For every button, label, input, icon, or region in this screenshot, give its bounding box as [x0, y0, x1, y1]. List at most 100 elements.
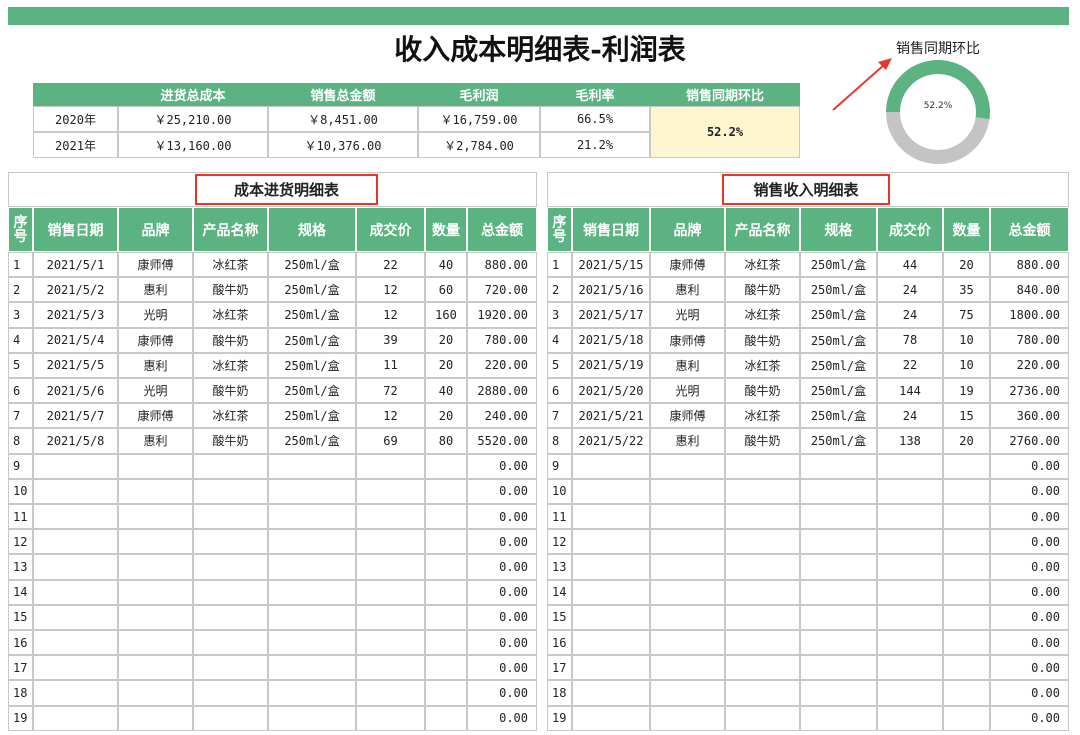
table-cell — [356, 504, 425, 530]
column-header: 数量 — [943, 207, 990, 252]
summary-header: 毛利率 — [540, 83, 650, 106]
table-cell — [33, 529, 118, 555]
table-cell — [800, 579, 877, 605]
table-cell — [800, 529, 877, 555]
table-cell — [193, 680, 268, 706]
table-cell — [193, 705, 268, 731]
table-cell — [268, 630, 356, 656]
table-cell: 220.00 — [467, 352, 537, 378]
table-cell: 3 — [8, 302, 33, 328]
table-cell: 2021/5/3 — [33, 302, 118, 328]
table-cell — [268, 604, 356, 630]
table-cell: 2021/5/19 — [572, 352, 650, 378]
table-cell: 250ml/盒 — [800, 327, 877, 353]
table-cell — [193, 478, 268, 504]
table-cell: 冰红茶 — [193, 352, 268, 378]
table-cell: 0.00 — [467, 529, 537, 555]
table-cell: 720.00 — [467, 277, 537, 303]
table-cell: 9 — [547, 453, 572, 479]
table-cell: 5 — [547, 352, 572, 378]
table-cell: 酸牛奶 — [725, 277, 800, 303]
table-cell: 2021/5/2 — [33, 277, 118, 303]
table-cell: 0.00 — [990, 579, 1069, 605]
table-cell: 250ml/盒 — [800, 378, 877, 404]
table-cell: 9 — [8, 453, 33, 479]
table-cell — [800, 478, 877, 504]
table-cell: 0.00 — [467, 579, 537, 605]
table-cell — [800, 604, 877, 630]
table-cell — [725, 579, 800, 605]
table-cell: 酸牛奶 — [725, 378, 800, 404]
table-cell: 2021/5/1 — [33, 252, 118, 278]
table-cell: 2021/5/22 — [572, 428, 650, 454]
table-cell — [33, 554, 118, 580]
table-cell — [572, 680, 650, 706]
table-cell: 17 — [547, 655, 572, 681]
table-cell: 19 — [8, 705, 33, 731]
table-cell — [425, 630, 467, 656]
table-title: 成本进货明细表 — [195, 174, 378, 205]
table-cell — [725, 478, 800, 504]
table-cell — [425, 554, 467, 580]
table-cell — [268, 554, 356, 580]
table-cell — [33, 478, 118, 504]
table-cell — [725, 529, 800, 555]
table-cell — [268, 453, 356, 479]
column-header: 成交价 — [877, 207, 943, 252]
summary-cell: 66.5% — [540, 106, 650, 132]
table-cell: 35 — [943, 277, 990, 303]
table-cell — [943, 529, 990, 555]
table-cell: 11 — [356, 352, 425, 378]
table-cell: 2021/5/6 — [33, 378, 118, 404]
table-cell: 0.00 — [990, 478, 1069, 504]
table-cell — [118, 478, 193, 504]
table-cell — [356, 529, 425, 555]
table-cell — [650, 478, 725, 504]
table-cell: 10 — [943, 327, 990, 353]
table-cell — [356, 604, 425, 630]
table-cell: 250ml/盒 — [268, 378, 356, 404]
table-cell — [572, 504, 650, 530]
table-cell: 75 — [943, 302, 990, 328]
table-cell — [725, 655, 800, 681]
table-cell: 6 — [547, 378, 572, 404]
table-cell — [33, 655, 118, 681]
table-cell: 250ml/盒 — [800, 302, 877, 328]
table-cell — [725, 705, 800, 731]
table-cell: 13 — [547, 554, 572, 580]
summary-cell: ￥2,784.00 — [418, 132, 540, 158]
table-cell: 10 — [8, 478, 33, 504]
table-cell: 3 — [547, 302, 572, 328]
table-cell — [877, 504, 943, 530]
column-header: 产品名称 — [193, 207, 268, 252]
table-cell: 22 — [877, 352, 943, 378]
summary-cell: ￥16,759.00 — [418, 106, 540, 132]
top-bar — [8, 7, 1069, 25]
table-cell: 2021/5/15 — [572, 252, 650, 278]
table-cell — [650, 529, 725, 555]
table-cell — [118, 630, 193, 656]
table-cell: 6 — [8, 378, 33, 404]
table-cell: 冰红茶 — [193, 302, 268, 328]
column-header: 规格 — [800, 207, 877, 252]
summary-header-blank — [33, 83, 118, 106]
table-cell — [193, 504, 268, 530]
table-cell — [650, 604, 725, 630]
table-cell: 250ml/盒 — [268, 277, 356, 303]
table-cell: 5 — [8, 352, 33, 378]
table-cell: 7 — [8, 403, 33, 429]
table-cell: 2736.00 — [990, 378, 1069, 404]
table-cell — [725, 554, 800, 580]
table-cell: 康师傅 — [650, 403, 725, 429]
table-cell: 0.00 — [467, 680, 537, 706]
table-cell — [943, 453, 990, 479]
summary-cell: ￥10,376.00 — [268, 132, 418, 158]
table-cell: 惠利 — [650, 428, 725, 454]
column-header: 数量 — [425, 207, 467, 252]
table-cell — [118, 579, 193, 605]
table-cell — [425, 478, 467, 504]
column-header: 总金额 — [990, 207, 1069, 252]
summary-header: 销售总金额 — [268, 83, 418, 106]
table-cell: 250ml/盒 — [268, 302, 356, 328]
table-cell: 冰红茶 — [725, 252, 800, 278]
